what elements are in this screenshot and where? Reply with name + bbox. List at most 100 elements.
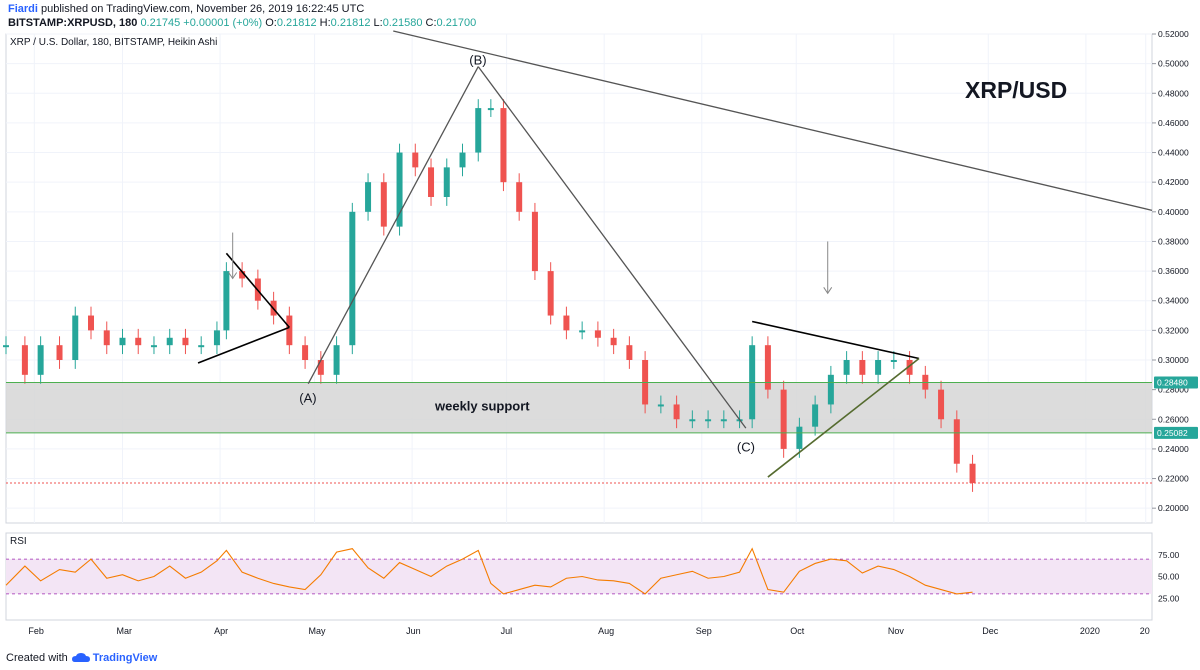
time-tick-label: Jul — [501, 626, 513, 636]
time-axis[interactable]: Feb Mar Apr May Jun Jul Aug Sep Oct Nov Dec 2020 20 — [28, 626, 1149, 636]
candle-body — [812, 404, 819, 427]
price-chart[interactable]: (A)(B)(C) 0.520000.500000.480000.460000.… — [0, 30, 1200, 642]
open-label: O: — [265, 17, 277, 29]
candle-body — [223, 271, 230, 331]
price-label-tag — [1154, 426, 1198, 439]
candle-body — [459, 152, 466, 168]
candle-body — [780, 389, 787, 449]
rsi-tick-label: 50.00 — [1158, 572, 1180, 582]
grid — [5, 33, 1153, 621]
publish-info: Fiardi published on TradingView.com, Nov… — [8, 3, 364, 15]
price-tick-label: 0.48000 — [1158, 88, 1189, 98]
wave-label: (C) — [737, 439, 755, 454]
candle-body — [182, 337, 189, 346]
candle-body — [166, 337, 173, 346]
price-tick-label: 0.24000 — [1158, 444, 1189, 454]
candle-body — [21, 345, 28, 375]
candle-body — [657, 404, 664, 407]
time-tick-label: 2020 — [1080, 626, 1100, 636]
candle-body — [673, 404, 680, 420]
author-name[interactable]: Fiardi — [8, 3, 38, 15]
price-tick-label: 0.22000 — [1158, 474, 1189, 484]
candle-body — [610, 337, 617, 346]
candle-body — [349, 211, 356, 346]
price-pane-border — [5, 33, 1153, 524]
price-tick-label: 0.40000 — [1158, 207, 1189, 217]
candle-body — [3, 345, 9, 348]
candle-body — [239, 271, 246, 279]
price-label-text: 0.28480 — [1157, 378, 1188, 388]
candle-body — [380, 182, 387, 227]
time-tick-label: Feb — [28, 626, 44, 636]
candle-body — [103, 330, 110, 346]
price-tick-label: 0.26000 — [1158, 414, 1189, 424]
arrow-2-head — [823, 287, 833, 295]
candle-body — [579, 330, 586, 333]
price-tick-label: 0.44000 — [1158, 148, 1189, 158]
symbol-info: BITSTAMP:XRPUSD, 180 0.21745 +0.00001 (+… — [8, 17, 476, 29]
high-value: 0.21812 — [330, 17, 371, 29]
price-tick-label: 0.38000 — [1158, 236, 1189, 246]
high-label: H: — [319, 17, 331, 29]
candle-body — [906, 360, 913, 375]
triangle2-upper — [751, 320, 920, 360]
price-axis[interactable]: 0.52000 0.50000 0.48000 0.46000 0.44000 0.420… — [1152, 30, 1198, 513]
candle-body — [198, 345, 205, 348]
price-tick-label: 0.50000 — [1158, 59, 1189, 69]
candle-body — [890, 360, 897, 362]
arrow-1-head — [228, 272, 238, 280]
time-tick-label: Oct — [790, 626, 805, 636]
price-change: +0.00001 (+0%) — [183, 17, 263, 29]
candle-body — [720, 419, 727, 422]
tradingview-logo[interactable]: TradingView — [71, 652, 158, 664]
last-price: 0.21745 — [140, 17, 181, 29]
price-label-tag — [1154, 376, 1198, 389]
candle-body — [796, 426, 803, 449]
price-tick-label: 0.36000 — [1158, 266, 1189, 276]
candle-body — [626, 345, 633, 360]
drawings: (A) (B) (C) — [6, 30, 1153, 484]
time-tick-label: Sep — [696, 626, 712, 636]
triangle-lower — [197, 326, 290, 364]
low-value: 0.21580 — [382, 17, 423, 29]
price-tick-label: 0.32000 — [1158, 325, 1189, 335]
footer: Created with TradingView — [6, 652, 157, 664]
candle-body — [843, 360, 850, 375]
candle-body — [119, 337, 126, 346]
candle-body — [487, 108, 494, 111]
rsi-tick-label: 25.00 — [1158, 593, 1180, 603]
price-tick-label: 0.34000 — [1158, 296, 1189, 306]
candle-body — [72, 315, 79, 360]
candle-body — [827, 374, 834, 405]
time-tick-label: Mar — [116, 626, 132, 636]
candle-body — [412, 152, 419, 168]
price-tick-label: 0.42000 — [1158, 177, 1189, 187]
price-tick-label: 0.28000 — [1158, 385, 1189, 395]
candle-body — [213, 330, 220, 346]
price-tick-label: 0.46000 — [1158, 118, 1189, 128]
time-tick-label: Nov — [888, 626, 905, 636]
candle-body — [475, 108, 482, 153]
candle-body — [428, 167, 435, 197]
candle-body — [764, 345, 771, 390]
candle-body — [56, 345, 63, 360]
low-label: L: — [373, 17, 383, 29]
support-zone — [6, 382, 1152, 433]
candle-body — [689, 419, 696, 422]
rsi-line — [5, 547, 973, 595]
candle-body — [286, 315, 293, 346]
candle-body — [88, 315, 95, 331]
candle-body — [705, 419, 712, 422]
candle-body — [365, 182, 372, 212]
wave-label: (B) — [469, 53, 486, 68]
symbol-watermark: XRP/USD — [965, 77, 1067, 103]
candle-body — [135, 337, 142, 346]
resistance-trendline — [393, 30, 1153, 211]
price-tick-label: 0.20000 — [1158, 503, 1189, 513]
price-label-text: 0.25082 — [1157, 428, 1188, 438]
cloud-icon — [71, 653, 90, 662]
rsi-pane[interactable]: 75.00 50.00 25.00 — [5, 547, 1180, 604]
close-value: 0.21700 — [436, 17, 477, 29]
tradingview-brand: TradingView — [92, 652, 158, 664]
candle-body — [953, 419, 960, 464]
